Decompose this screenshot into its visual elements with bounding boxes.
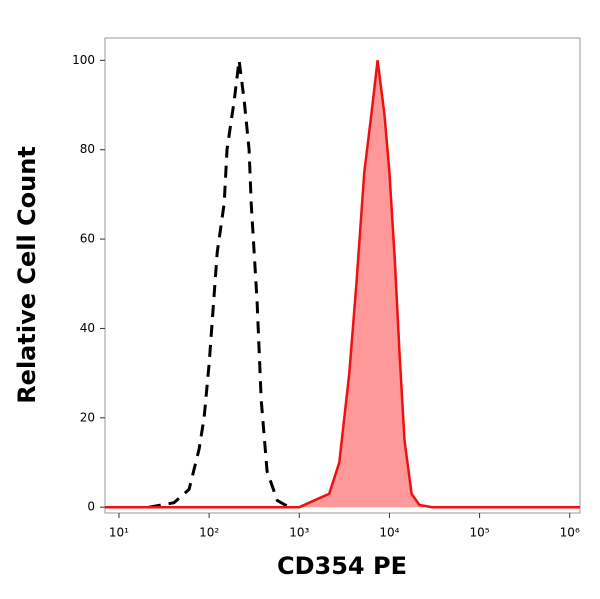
y-tick-label: 100: [72, 53, 95, 67]
x-axis-title: CD354 PE: [277, 552, 407, 580]
line: [105, 60, 580, 509]
x-tick-label: 10¹: [109, 526, 129, 540]
x-tick-label: 10⁴: [379, 526, 399, 540]
x-tick-label: 10⁶: [560, 526, 580, 540]
y-tick-label: 60: [80, 232, 95, 246]
plot-frame: [104, 37, 581, 514]
y-tick-label: 80: [80, 142, 95, 156]
y-tick-label: 40: [80, 321, 95, 335]
x-tick-label: 10²: [199, 526, 219, 540]
line: [148, 60, 290, 509]
x-tick-label: 10³: [289, 526, 309, 540]
y-axis-title: Relative Cell Count: [13, 146, 41, 404]
x-tick-label: 10⁵: [470, 526, 490, 540]
y-tick-label: 20: [80, 410, 95, 424]
y-tick-label: 0: [87, 500, 95, 514]
